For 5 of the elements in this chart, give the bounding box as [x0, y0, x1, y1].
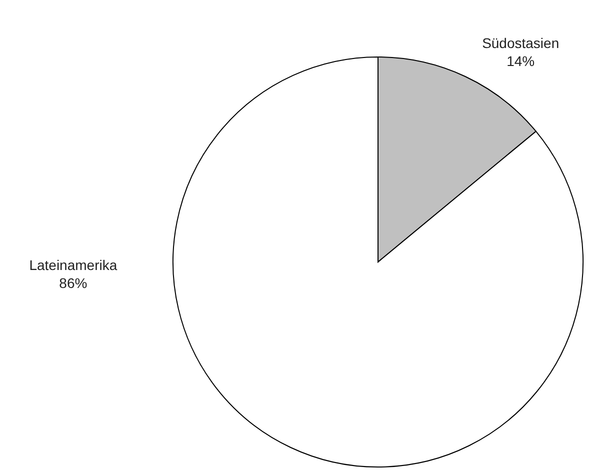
data-label: 14% [506, 52, 535, 69]
pie-slice [172, 56, 584, 468]
slice-label: Lateinamerika [29, 256, 118, 273]
data-label: 86% [59, 275, 88, 292]
slice-label: Südostasien [482, 34, 560, 51]
